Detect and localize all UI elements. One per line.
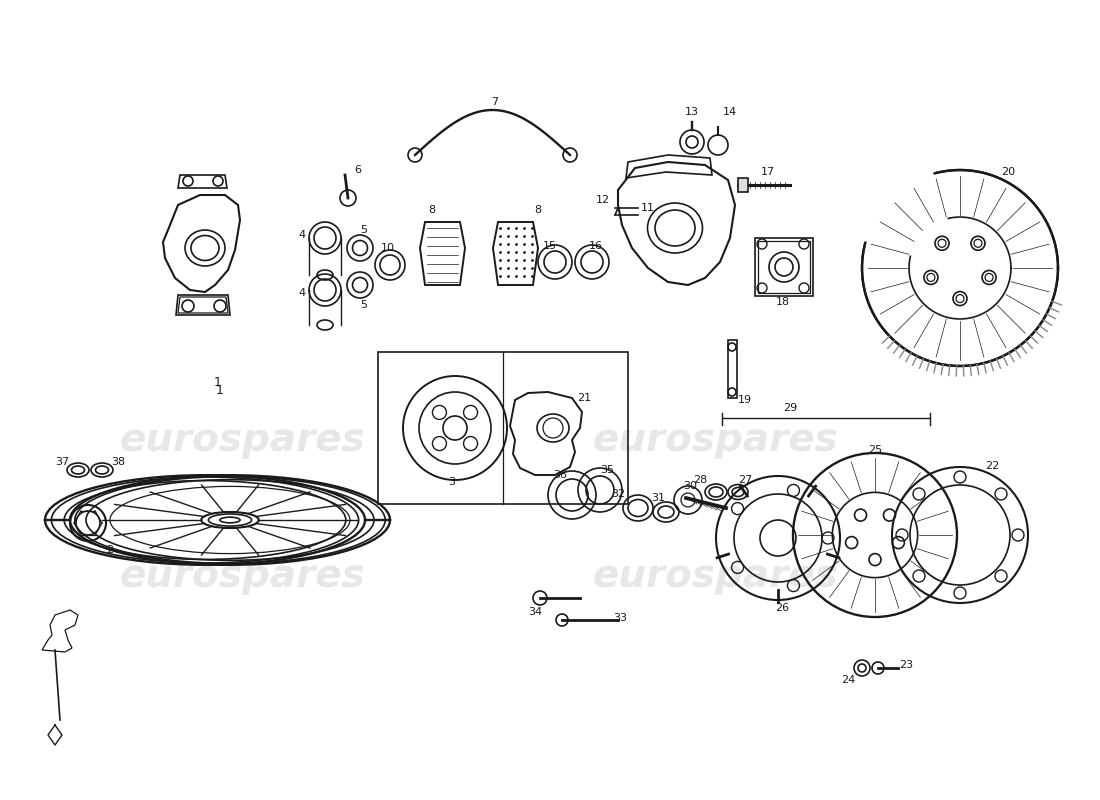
Text: 13: 13 <box>685 107 698 117</box>
Text: 7: 7 <box>492 97 498 107</box>
Text: eurospares: eurospares <box>119 557 365 595</box>
Text: 30: 30 <box>683 481 697 491</box>
Text: 15: 15 <box>543 241 557 251</box>
Text: 38: 38 <box>111 457 125 467</box>
Text: 28: 28 <box>693 475 707 485</box>
Wedge shape <box>860 169 960 268</box>
Text: 1: 1 <box>214 375 222 389</box>
Text: 27: 27 <box>738 475 752 485</box>
Text: 35: 35 <box>600 465 614 475</box>
Text: 10: 10 <box>381 243 395 253</box>
Text: 12: 12 <box>596 195 611 205</box>
Text: 14: 14 <box>723 107 737 117</box>
Text: 19: 19 <box>738 395 752 405</box>
Bar <box>755 238 813 296</box>
Text: 3: 3 <box>449 477 455 487</box>
Bar <box>378 352 628 504</box>
Text: 26: 26 <box>774 603 789 613</box>
Text: 22: 22 <box>984 461 999 471</box>
Text: 4: 4 <box>298 288 306 298</box>
Text: 17: 17 <box>761 167 776 177</box>
Text: 29: 29 <box>783 403 798 413</box>
Text: 23: 23 <box>899 660 913 670</box>
Text: 8: 8 <box>428 205 436 215</box>
Text: eurospares: eurospares <box>119 421 365 459</box>
Text: 31: 31 <box>651 493 666 503</box>
Text: 37: 37 <box>55 457 69 467</box>
Text: eurospares: eurospares <box>592 557 838 595</box>
Text: eurospares: eurospares <box>592 421 838 459</box>
Text: 24: 24 <box>840 675 855 685</box>
Text: 5: 5 <box>361 300 367 310</box>
Text: 16: 16 <box>588 241 603 251</box>
Text: 4: 4 <box>298 230 306 240</box>
Text: 18: 18 <box>776 297 790 307</box>
Text: 25: 25 <box>868 445 882 455</box>
Text: 20: 20 <box>1001 167 1015 177</box>
Text: 1: 1 <box>216 383 224 397</box>
Text: 2: 2 <box>107 545 113 555</box>
Text: 32: 32 <box>610 489 625 499</box>
Text: 8: 8 <box>535 205 541 215</box>
Text: 21: 21 <box>576 393 591 403</box>
Bar <box>758 241 810 293</box>
Text: 33: 33 <box>613 613 627 623</box>
Polygon shape <box>738 178 748 192</box>
Text: 6: 6 <box>354 165 362 175</box>
Text: 5: 5 <box>361 225 367 235</box>
Text: 11: 11 <box>641 203 654 213</box>
Text: 36: 36 <box>553 470 566 480</box>
Text: 34: 34 <box>528 607 542 617</box>
Bar <box>728 340 737 398</box>
